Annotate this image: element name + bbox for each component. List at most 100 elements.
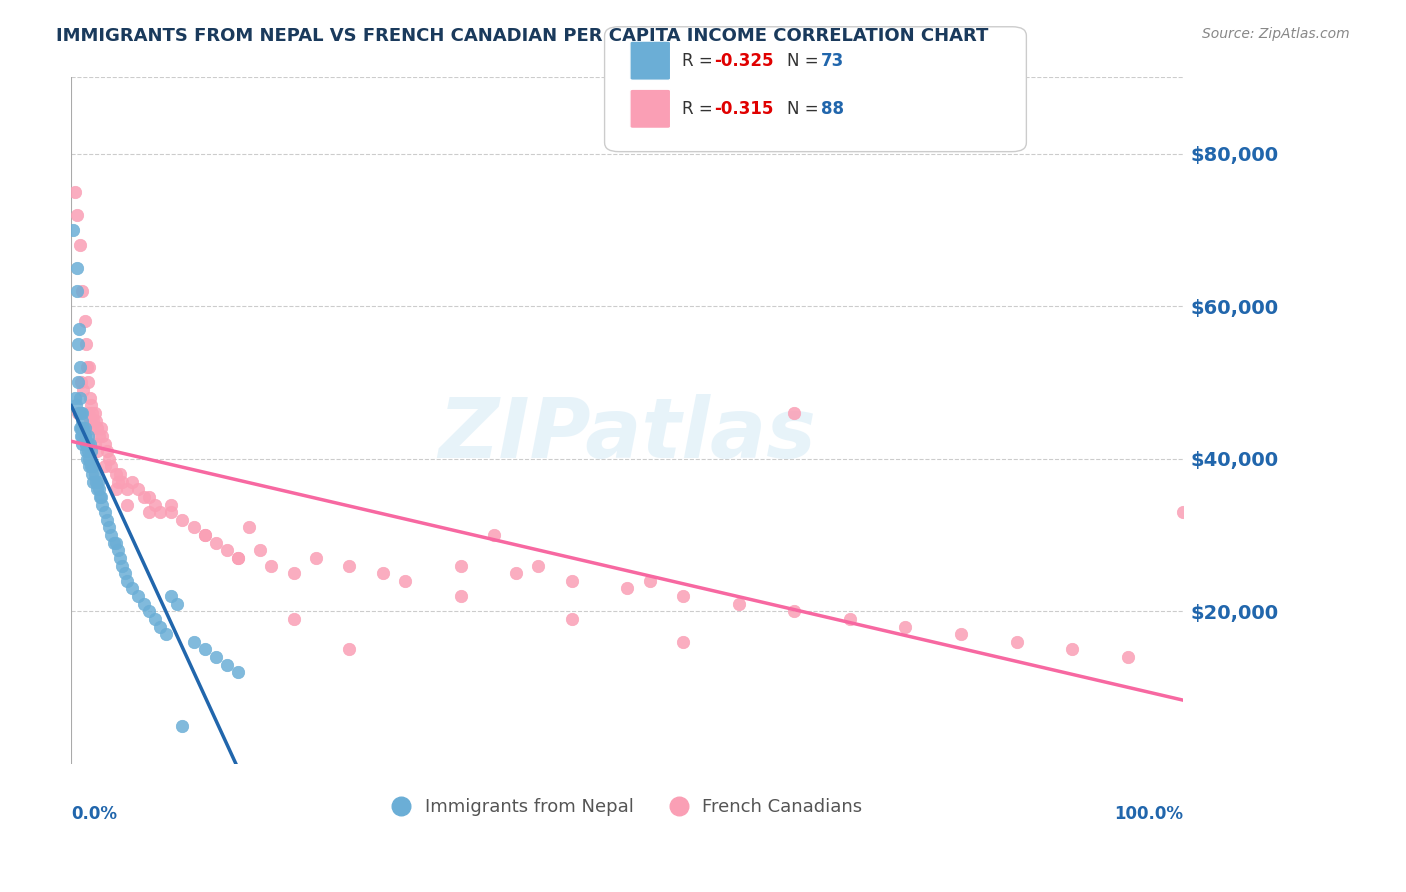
Point: [75, 436, 97, 450]
Point: [226, 550, 249, 565]
Point: [93, 459, 115, 474]
Point: [82, 475, 104, 489]
Point: [172, 513, 194, 527]
Point: [115, 498, 138, 512]
Point: [103, 535, 125, 549]
Point: [90, 490, 112, 504]
Point: [260, 558, 283, 573]
Point: [66, 376, 89, 390]
Point: [83, 467, 105, 481]
Text: N =: N =: [787, 52, 824, 70]
Point: [108, 467, 131, 481]
Point: [72, 429, 94, 443]
Text: R =: R =: [682, 52, 718, 70]
Point: [66, 284, 89, 298]
Point: [283, 612, 305, 626]
Point: [727, 597, 749, 611]
Point: [138, 505, 160, 519]
Point: [75, 337, 97, 351]
Point: [75, 436, 97, 450]
Text: ZIPatlas: ZIPatlas: [439, 394, 817, 475]
Point: [527, 558, 550, 573]
Point: [104, 483, 127, 497]
Point: [108, 550, 131, 565]
Point: [215, 657, 238, 672]
Point: [104, 467, 127, 481]
Point: [80, 459, 103, 474]
Point: [98, 451, 121, 466]
Point: [111, 475, 134, 489]
Point: [238, 520, 260, 534]
Point: [72, 414, 94, 428]
Point: [79, 391, 101, 405]
Point: [950, 627, 973, 641]
Point: [83, 436, 105, 450]
Point: [72, 421, 94, 435]
Point: [305, 550, 328, 565]
Point: [638, 574, 661, 588]
Point: [73, 429, 96, 443]
Point: [783, 406, 806, 420]
Text: -0.325: -0.325: [714, 52, 773, 70]
Point: [104, 535, 127, 549]
Point: [79, 414, 101, 428]
Point: [72, 421, 94, 435]
Point: [80, 398, 103, 412]
Point: [226, 550, 249, 565]
Point: [66, 337, 89, 351]
Point: [205, 650, 228, 665]
Point: [82, 421, 104, 435]
Text: IMMIGRANTS FROM NEPAL VS FRENCH CANADIAN PER CAPITA INCOME CORRELATION CHART: IMMIGRANTS FROM NEPAL VS FRENCH CANADIAN…: [56, 27, 988, 45]
Point: [72, 406, 94, 420]
Text: 0.0%: 0.0%: [72, 805, 117, 822]
Point: [70, 406, 93, 420]
Point: [96, 513, 118, 527]
Point: [160, 589, 183, 603]
Point: [69, 360, 91, 375]
Point: [69, 391, 91, 405]
Point: [160, 498, 183, 512]
Point: [143, 498, 166, 512]
Point: [70, 429, 93, 443]
Point: [91, 429, 114, 443]
Point: [77, 360, 100, 375]
Point: [160, 505, 183, 519]
Point: [127, 589, 149, 603]
Point: [107, 543, 129, 558]
Point: [149, 505, 172, 519]
Point: [77, 406, 100, 420]
Point: [98, 520, 121, 534]
Point: [111, 558, 134, 573]
Point: [82, 459, 104, 474]
Text: N =: N =: [787, 100, 824, 118]
Point: [69, 421, 91, 435]
Point: [84, 475, 107, 489]
Point: [215, 543, 238, 558]
Point: [77, 376, 100, 390]
Point: [183, 520, 205, 534]
Point: [121, 582, 143, 596]
Point: [77, 436, 100, 450]
Point: [89, 490, 111, 504]
Point: [80, 444, 103, 458]
Point: [86, 444, 108, 458]
Point: [63, 185, 86, 199]
Point: [114, 566, 136, 581]
Point: [1062, 642, 1084, 657]
Point: [75, 444, 97, 458]
Legend: Immigrants from Nepal, French Canadians: Immigrants from Nepal, French Canadians: [385, 790, 870, 823]
Point: [77, 429, 100, 443]
Point: [73, 421, 96, 435]
Point: [143, 612, 166, 626]
Point: [1005, 635, 1028, 649]
Point: [450, 589, 472, 603]
Point: [93, 436, 115, 450]
Point: [69, 238, 91, 252]
Point: [115, 574, 138, 588]
Point: [96, 444, 118, 458]
Point: [138, 490, 160, 504]
Point: [183, 635, 205, 649]
Point: [66, 261, 89, 276]
Point: [783, 604, 806, 618]
Point: [77, 444, 100, 458]
